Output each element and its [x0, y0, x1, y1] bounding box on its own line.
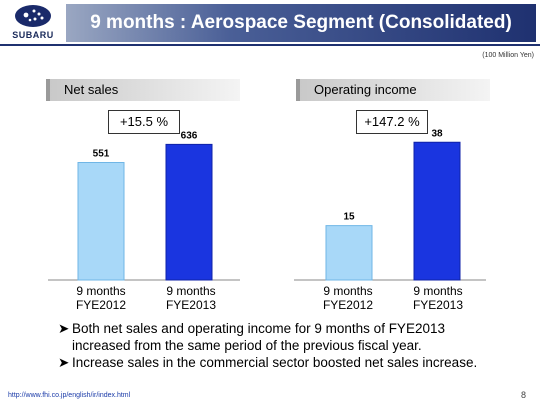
arrow-bullet-icon: ➤ [58, 355, 70, 370]
net-sales-tick-label-line: FYE2013 [165, 298, 217, 312]
operating-income-tick-label-line: 9 months [413, 284, 463, 298]
title-bar: 9 months : Aerospace Segment (Consolidat… [66, 4, 536, 42]
net-sales-bar-2 [165, 143, 213, 281]
header: SUBARU 9 months : Aerospace Segment (Con… [0, 0, 540, 46]
operating-income-xlabel-2: 9 months FYE2013 [398, 284, 478, 312]
bullet-line-1a: Both net sales and operating income for … [72, 321, 445, 336]
operating-income-tick-label-line: 9 months [323, 284, 373, 298]
net-sales-xlabel-1: 9 months FYE2012 [61, 284, 141, 312]
pleiades-icon [15, 5, 51, 27]
net-sales-tick-label-line: FYE2012 [75, 298, 127, 312]
net-sales-panel-label: Net sales [46, 79, 240, 101]
header-divider [0, 44, 540, 46]
subaru-logo: SUBARU [6, 4, 60, 42]
bullet-line-2a: Increase sales in the commercial sector … [72, 355, 478, 370]
net-sales-tick-label-line: 9 months [76, 284, 126, 298]
bullet-item: ➤ Increase sales in the commercial secto… [58, 354, 528, 371]
operating-income-tick-label-line: FYE2013 [412, 298, 464, 312]
operating-income-change-box: +147.2 % [356, 110, 428, 134]
operating-income-label: Operating income [314, 82, 417, 97]
operating-income-bar-2 [413, 141, 461, 281]
summary-bullets: ➤ Both net sales and operating income fo… [58, 320, 528, 371]
footer-link[interactable]: http://www.fhi.co.jp/english/ir/index.ht… [8, 392, 131, 399]
net-sales-change-box: +15.5 % [108, 110, 180, 134]
bullet-item: ➤ Both net sales and operating income fo… [58, 320, 528, 354]
net-sales-tick-label-line: 9 months [166, 284, 216, 298]
net-sales-bar-1 [77, 162, 125, 281]
arrow-bullet-icon: ➤ [58, 321, 70, 336]
operating-income-xlabel-1: 9 months FYE2012 [308, 284, 388, 312]
operating-income-value-label-1: 15 [343, 212, 355, 223]
operating-income-panel-label: Operating income [296, 79, 490, 101]
net-sales-value-label-1: 551 [93, 149, 110, 160]
operating-income-bar-1 [325, 225, 373, 281]
net-sales-xlabel-2: 9 months FYE2013 [151, 284, 231, 312]
net-sales-value-label-2: 636 [181, 130, 198, 141]
operating-income-value-label-2: 38 [431, 128, 443, 139]
page-number: 8 [520, 390, 526, 400]
operating-income-tick-label-line: FYE2012 [322, 298, 374, 312]
logo-text: SUBARU [12, 30, 54, 40]
bar-charts: 551 636 15 38 [48, 128, 486, 281]
units-note: (100 Million Yen) [482, 52, 534, 59]
net-sales-label: Net sales [64, 82, 119, 97]
page-title: 9 months : Aerospace Segment (Consolidat… [90, 12, 512, 33]
bullet-line-1b: increased from the same period of the pr… [72, 338, 422, 353]
